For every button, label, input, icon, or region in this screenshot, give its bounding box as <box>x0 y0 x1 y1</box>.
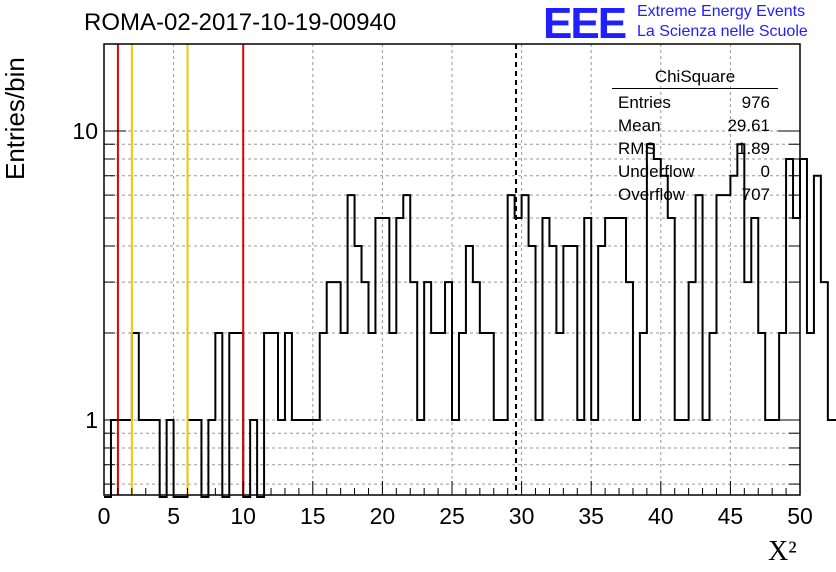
x-tick-label: 50 <box>787 503 813 529</box>
x-tick-label: 25 <box>439 503 465 529</box>
stats-value: 1.89 <box>736 139 770 158</box>
stats-title: ChiSquare <box>612 67 778 89</box>
x-tick-label: 30 <box>509 503 535 529</box>
y-tick-label: 1 <box>85 407 98 433</box>
eee-logo: EEE <box>543 0 627 48</box>
stats-value: 976 <box>741 93 770 112</box>
stats-label: Entries <box>618 93 671 112</box>
x-tick-label: 15 <box>300 503 326 529</box>
stats-box: ChiSquare Entries 976 Mean 29.61 RMS 1.8… <box>612 67 778 206</box>
x-tick-label: 0 <box>98 503 111 529</box>
x-tick-label: 40 <box>648 503 674 529</box>
stats-label: Overflow <box>618 185 686 204</box>
stats-value: 0 <box>760 162 770 181</box>
stats-value: 707 <box>741 185 770 204</box>
x-tick-label: 35 <box>578 503 604 529</box>
stats-label: Mean <box>618 116 661 135</box>
stats-row-mean: Mean 29.61 <box>612 114 778 137</box>
logo-line-1: Extreme Energy Events <box>637 3 806 20</box>
histogram-step-line <box>104 143 836 498</box>
x-tick-label: 5 <box>167 503 180 529</box>
stats-row-underflow: Underflow 0 <box>612 160 778 183</box>
y-axis-label: Entries/bin <box>0 57 30 180</box>
x-tick-label: 45 <box>718 503 744 529</box>
x-tick-label: 10 <box>230 503 256 529</box>
stats-value: 29.61 <box>727 116 770 135</box>
x-axis-label: X² <box>768 536 797 567</box>
tick-labels: 0 5 10 15 20 25 30 35 40 45 50 1 10 <box>72 118 812 529</box>
axis-ticks <box>103 130 801 495</box>
reference-lines <box>116 44 518 495</box>
stats-label: RMS <box>618 139 656 158</box>
x-tick-label: 20 <box>370 503 396 529</box>
stats-row-entries: Entries 976 <box>612 91 778 114</box>
logo-caption: Extreme Energy Events La Scienza nelle S… <box>637 2 808 42</box>
stats-label: Underflow <box>618 162 695 181</box>
chart-title: ROMA-02-2017-10-19-00940 <box>84 9 397 36</box>
y-tick-label: 10 <box>72 118 98 144</box>
logo-line-2: La Scienza nelle Scuole <box>637 23 808 40</box>
stats-row-rms: RMS 1.89 <box>612 137 778 160</box>
stats-row-overflow: Overflow 707 <box>612 183 778 206</box>
